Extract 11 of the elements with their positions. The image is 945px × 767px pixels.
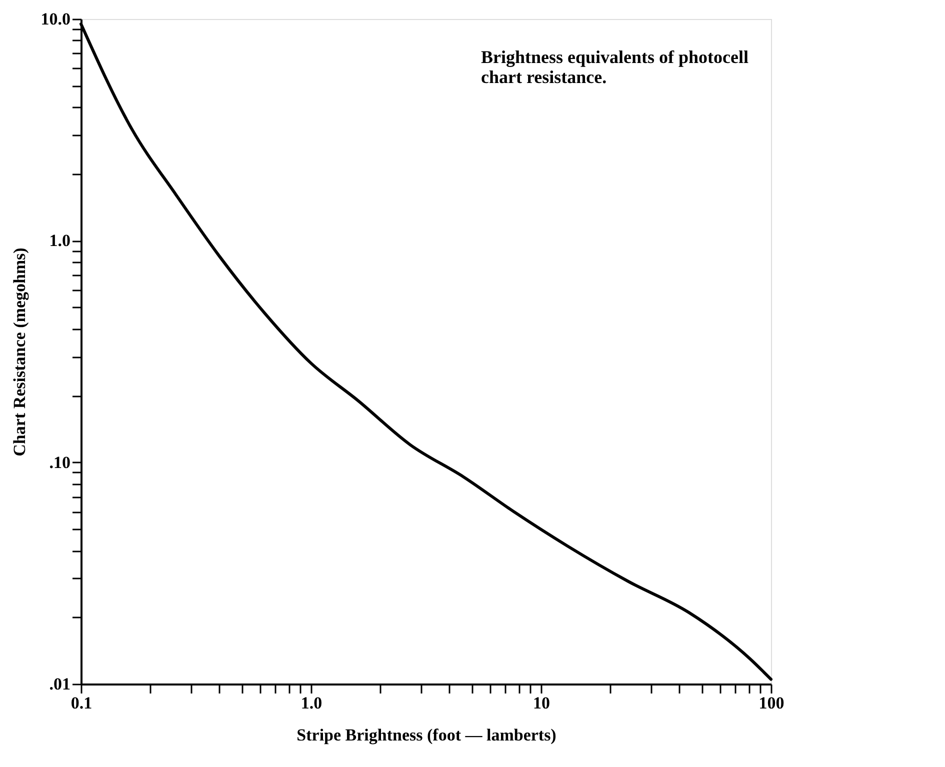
x-axis-title: Stripe Brightness (foot — lamberts) <box>296 726 556 744</box>
x-tick-label: 100 <box>758 694 784 712</box>
y-tick-label: .10 <box>49 452 70 472</box>
y-tick-label: .01 <box>49 674 70 694</box>
x-tick-label: 10 <box>533 694 550 712</box>
x-tick-label: 1.0 <box>300 694 322 712</box>
y-tick-label: 1.0 <box>49 231 70 250</box>
annotation: Brightness equivalents of photocell chart resistance. <box>481 47 749 87</box>
y-tick-label: 10.0 <box>40 10 70 28</box>
y-axis-title: Chart Resistance (megohms) <box>10 248 29 456</box>
x-tick-label: 0.1 <box>70 694 92 712</box>
